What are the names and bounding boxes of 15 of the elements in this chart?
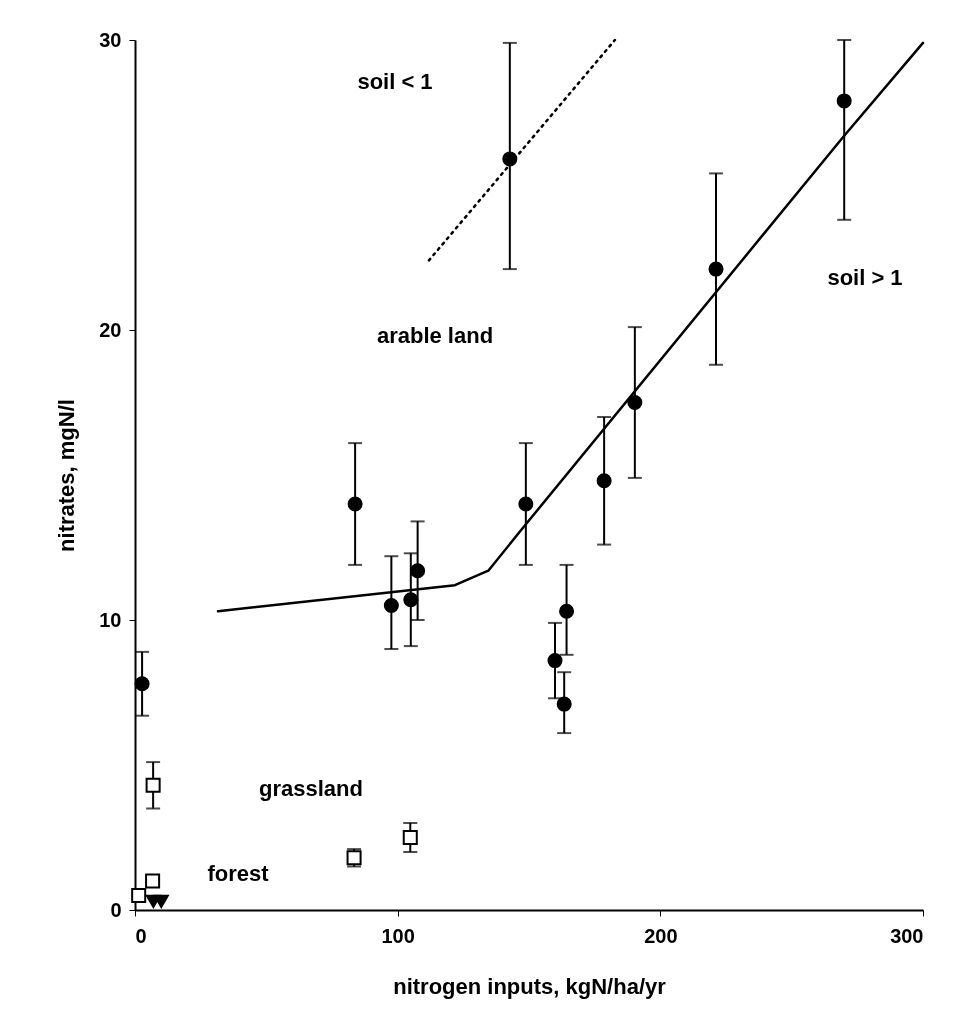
x-tick-label: 300	[890, 924, 924, 947]
annotation: forest	[207, 861, 270, 886]
y-tick-label: 10	[99, 608, 122, 631]
y-tick-label: 0	[110, 898, 122, 921]
y-tick-label: 30	[99, 28, 122, 51]
annotation: grassland	[259, 776, 363, 801]
y-axis-title: nitrates, mgN/l	[54, 399, 80, 552]
x-axis-title: nitrogen inputs, kgN/ha/yr	[393, 973, 667, 999]
y-tick-label: 20	[99, 318, 122, 341]
annotation: soil < 1	[357, 69, 433, 94]
x-tick-label: 100	[381, 924, 415, 947]
annotation: arable land	[376, 323, 494, 348]
x-tick-label: 200	[644, 924, 678, 947]
x-tick-label: 0	[135, 924, 147, 947]
annotation: soil > 1	[827, 265, 903, 290]
